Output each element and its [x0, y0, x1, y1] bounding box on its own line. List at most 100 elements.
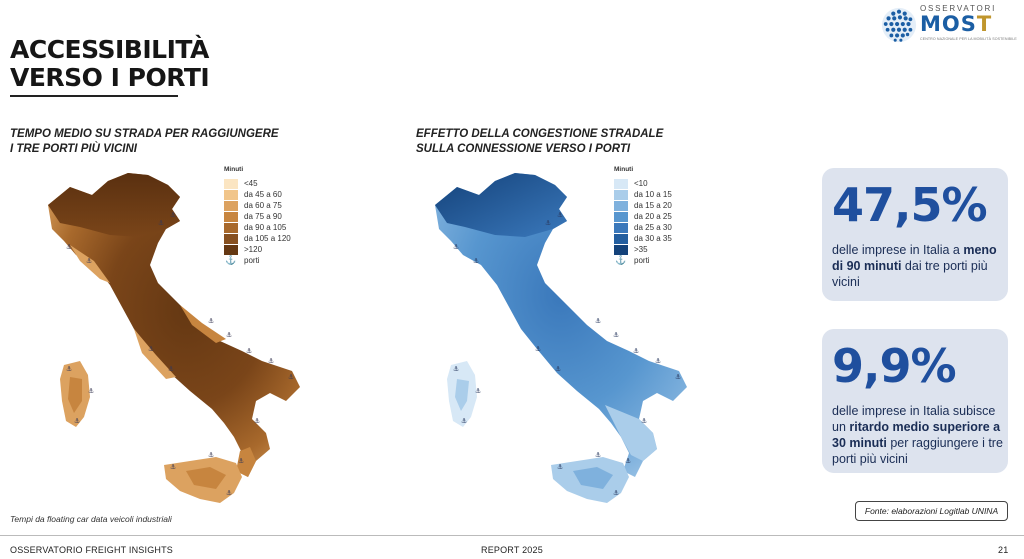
legend-item: da 30 a 35 — [614, 233, 672, 244]
svg-text:⚓: ⚓ — [625, 457, 631, 465]
legend-swatch — [614, 233, 628, 244]
logo-letter-m: M — [920, 12, 942, 36]
anchor-icon: ⚓ — [225, 255, 237, 265]
footer-publication: OSSERVATORIO FREIGHT INSIGHTS — [10, 545, 173, 555]
stat-card-delay-over-30-min: 9,9% delle imprese in Italia subisce un … — [822, 329, 1008, 473]
svg-text:⚓: ⚓ — [226, 489, 232, 497]
svg-text:⚓: ⚓ — [453, 365, 459, 373]
legend-swatch — [224, 233, 238, 244]
svg-text:⚓: ⚓ — [461, 417, 467, 425]
svg-text:⚓: ⚓ — [226, 331, 232, 339]
map-note: Tempi da floating car data veicoli indus… — [10, 514, 172, 524]
stat-text-before: delle imprese in Italia a — [832, 243, 964, 257]
svg-text:⚓: ⚓ — [555, 365, 561, 373]
svg-text:⚓: ⚓ — [88, 387, 94, 395]
sicily-inner-right — [573, 467, 613, 489]
legend-label: <10 — [634, 179, 648, 188]
coast-adriatic-left — [180, 305, 226, 343]
svg-text:⚓: ⚓ — [268, 357, 274, 365]
ports-right: ⚓ ⚓ ⚓ ⚓ ⚓ ⚓ ⚓ ⚓ ⚓ ⚓ ⚓ ⚓ ⚓ ⚓ ⚓ ⚓ ⚓ ⚓ ⚓ — [453, 211, 681, 497]
stat-description: delle imprese in Italia a meno di 90 min… — [832, 242, 1004, 290]
stat-value: 9,9% — [832, 339, 957, 393]
legend-label: da 15 a 20 — [634, 201, 672, 210]
page-title: ACCESSIBILITÀ VERSO I PORTI — [10, 35, 210, 92]
legend-title: Minuti — [224, 166, 244, 173]
svg-text:⚓: ⚓ — [208, 451, 214, 459]
svg-text:⚓: ⚓ — [595, 451, 601, 459]
left-map-heading-line1: TEMPO MEDIO SU STRADA PER RAGGIUNGERE — [10, 128, 279, 140]
page-title-line1: ACCESSIBILITÀ — [10, 35, 209, 64]
legend-item: <10 — [614, 178, 672, 189]
italy-north-left — [48, 173, 180, 237]
legend-label: <45 — [244, 179, 258, 188]
ports-left: ⚓ ⚓ ⚓ ⚓ ⚓ ⚓ ⚓ ⚓ ⚓ ⚓ ⚓ ⚓ ⚓ ⚓ ⚓ ⚓ ⚓ ⚓ ⚓ — [66, 211, 294, 497]
svg-text:⚓: ⚓ — [170, 463, 176, 471]
italy-mainland-right — [435, 173, 687, 477]
legend-swatch — [614, 222, 628, 233]
page-number: 21 — [998, 545, 1009, 555]
legend-label: da 45 a 60 — [244, 190, 282, 199]
svg-text:⚓: ⚓ — [170, 211, 176, 219]
svg-text:⚓: ⚓ — [557, 211, 563, 219]
svg-text:⚓: ⚓ — [158, 219, 164, 227]
italy-north-right — [435, 173, 567, 237]
stat-text-bold: ritardo medio superiore a 30 minuti — [832, 420, 1001, 450]
anchor-icon: ⚓ — [615, 255, 627, 265]
legend-label: da 25 a 30 — [634, 223, 672, 232]
legend-label: >35 — [634, 245, 648, 254]
legend-label: da 10 a 15 — [634, 190, 672, 199]
right-map-heading-line1: EFFETTO DELLA CONGESTIONE STRADALE — [416, 128, 664, 140]
legend-item: da 75 a 90 — [224, 211, 291, 222]
legend-item-ports: ⚓ porti — [614, 255, 672, 266]
legend-swatch — [224, 211, 238, 222]
svg-text:⚓: ⚓ — [453, 243, 459, 251]
svg-text:⚓: ⚓ — [208, 317, 214, 325]
svg-text:⚓: ⚓ — [535, 345, 541, 353]
logo-letter-t: T — [976, 12, 993, 36]
legend-swatch — [224, 200, 238, 211]
svg-text:⚓: ⚓ — [475, 387, 481, 395]
legend-swatch — [614, 211, 628, 222]
logo-wordmark: MOST — [920, 13, 992, 35]
svg-text:⚓: ⚓ — [66, 243, 72, 251]
calabria-left — [236, 447, 256, 477]
legend-label: da 90 a 105 — [244, 223, 287, 232]
svg-text:⚓: ⚓ — [641, 417, 647, 425]
footer-report-year: REPORT 2025 — [481, 545, 543, 555]
right-map-heading: EFFETTO DELLA CONGESTIONE STRADALE SULLA… — [416, 127, 663, 157]
stat-card-under-90-min: 47,5% delle imprese in Italia a meno di … — [822, 168, 1008, 301]
observatory-logo: OSSERVATORI MOST CENTRO NAZIONALE PER LA… — [880, 4, 1017, 50]
legend-item: >120 — [224, 244, 291, 255]
svg-text:⚓: ⚓ — [675, 373, 681, 381]
svg-text:⚓: ⚓ — [545, 219, 551, 227]
logo-top-text: OSSERVATORI — [920, 4, 997, 13]
logo-subtitle: CENTRO NAZIONALE PER LA MOBILITÀ SOSTENI… — [920, 37, 1017, 41]
svg-text:⚓: ⚓ — [238, 457, 244, 465]
coast-tyrrhenian-left — [134, 329, 176, 379]
svg-text:⚓: ⚓ — [86, 257, 92, 265]
logo-letter-o: O — [941, 12, 961, 36]
svg-text:⚓: ⚓ — [613, 489, 619, 497]
legend-item: da 105 a 120 — [224, 233, 291, 244]
stat-text-bold: meno di 90 minuti — [832, 243, 997, 273]
footer-divider — [0, 535, 1024, 536]
legend-item: >35 — [614, 244, 672, 255]
right-map-heading-line2: SULLA CONNESSIONE VERSO I PORTI — [416, 143, 631, 155]
legend-label: da 20 a 25 — [634, 212, 672, 221]
sardinia-inner-right — [455, 379, 469, 411]
legend-item: da 15 a 20 — [614, 200, 672, 211]
svg-text:⚓: ⚓ — [557, 463, 563, 471]
left-map-heading: TEMPO MEDIO SU STRADA PER RAGGIUNGERE I … — [10, 127, 279, 157]
svg-text:⚓: ⚓ — [613, 331, 619, 339]
legend-swatch — [224, 178, 238, 189]
svg-text:⚓: ⚓ — [655, 357, 661, 365]
legend-item: da 45 a 60 — [224, 189, 291, 200]
stat-value: 47,5% — [832, 178, 988, 232]
stat-text-after: per raggiungere i tre porti più vicini — [832, 436, 1003, 466]
congestion-legend: Minuti <10 da 10 a 15 da 15 a 20 da 20 a… — [614, 166, 672, 266]
svg-text:⚓: ⚓ — [254, 417, 260, 425]
legend-title: Minuti — [614, 166, 634, 173]
congestion-map: ⚓ ⚓ ⚓ ⚓ ⚓ ⚓ ⚓ ⚓ ⚓ ⚓ ⚓ ⚓ ⚓ ⚓ ⚓ ⚓ ⚓ ⚓ ⚓ — [435, 173, 687, 503]
globe-dots-icon — [881, 7, 917, 43]
legend-label: da 60 a 75 — [244, 201, 282, 210]
